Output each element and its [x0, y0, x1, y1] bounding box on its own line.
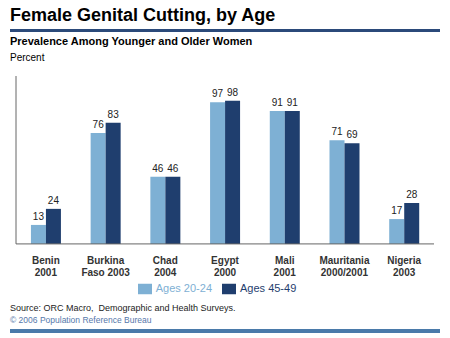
- svg-text:17: 17: [391, 205, 403, 216]
- svg-text:13: 13: [33, 211, 45, 222]
- html-text:Prevalence Among Younger and O: Prevalence Among Younger and Older Women: [10, 35, 253, 47]
- svg-text:46: 46: [152, 163, 164, 174]
- svg-text:Egypt2000: Egypt2000: [211, 255, 239, 278]
- svg-text:Mali2001: Mali2001: [274, 255, 297, 278]
- svg-text:83: 83: [108, 109, 120, 120]
- svg-text:98: 98: [227, 87, 239, 98]
- svg-text:69: 69: [346, 129, 358, 140]
- svg-text:91: 91: [287, 97, 299, 108]
- svg-text:76: 76: [93, 119, 105, 130]
- html-text:Female Genital Cutting, by Age: Female Genital Cutting, by Age: [10, 5, 276, 25]
- html-text:© 2006 Population Reference Bu: © 2006 Population Reference Bureau: [10, 315, 152, 325]
- html-text:Ages 20-24: Ages 20-24: [155, 281, 212, 294]
- svg-text:Benin2001: Benin2001: [32, 255, 60, 278]
- svg-text:28: 28: [406, 189, 418, 200]
- svg-text:91: 91: [272, 97, 284, 108]
- svg-text:24: 24: [48, 195, 60, 206]
- svg-text:97: 97: [212, 88, 224, 99]
- svg-text:Chad2004: Chad2004: [153, 255, 178, 278]
- svg-text:Mauritania2000/2001: Mauritania2000/2001: [319, 255, 369, 278]
- html-text:Ages 45-49: Ages 45-49: [240, 281, 297, 294]
- html-text:Percent: Percent: [10, 52, 45, 63]
- svg-text:Nigeria2003: Nigeria2003: [387, 255, 421, 278]
- svg-text:46: 46: [167, 163, 179, 174]
- svg-text:BurkinaFaso 2003: BurkinaFaso 2003: [81, 255, 130, 278]
- html-text:Source: ORC Macro, Demographic: Source: ORC Macro, Demographic and Healt…: [10, 303, 236, 313]
- svg-text:71: 71: [331, 126, 343, 137]
